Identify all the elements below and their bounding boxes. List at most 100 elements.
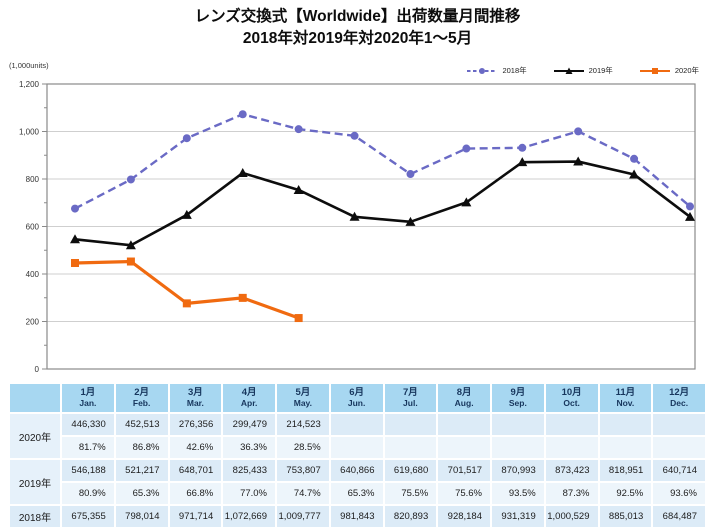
chart-region: (1,000units) 2018年 2019年 2020年 0 200 400 600 8… — [0, 58, 715, 378]
shipment-value-cell: 798,014 — [115, 506, 168, 527]
month-label-jp: 2月 — [134, 386, 150, 398]
shipment-value-cell: 1,072,669 — [223, 506, 275, 527]
month-header: 4月 Apr. — [223, 384, 275, 412]
month-label-jp: 9月 — [510, 386, 526, 398]
y-axis-tick-label: 400 — [26, 270, 40, 279]
legend-line-sample — [639, 67, 670, 74]
yoy-percent-cell — [492, 437, 544, 458]
shipment-value-cell — [438, 414, 490, 435]
shipment-value-cell: 619,680 — [384, 460, 437, 481]
month-label-en: Aug. — [454, 397, 474, 408]
month-header: 10月 Oct. — [545, 384, 598, 412]
shipment-value-cell: 818,951 — [599, 460, 652, 481]
yoy-percent-cell — [545, 437, 598, 458]
shipment-value-cell: 446,330 — [62, 414, 114, 435]
shipment-value-cell: 820,893 — [384, 506, 437, 527]
series-line-2020年 — [74, 259, 300, 320]
month-header: 3月 Mar. — [169, 384, 222, 412]
yoy-percent-cell — [438, 437, 490, 458]
month-label-en: Nov. — [616, 397, 635, 408]
series-marker-2019年 — [181, 209, 192, 219]
month-label-en: Jul. — [403, 397, 418, 408]
y-axis-tick-label: 1,200 — [19, 80, 40, 89]
series-marker-2019年 — [349, 211, 360, 221]
shipment-value-cell: 1,009,777 — [277, 506, 329, 527]
year-row-label: 2020年 — [10, 414, 60, 458]
month-label-en: Dec. — [670, 397, 689, 408]
table-row-percents-2019年: 80.9% 65.3% 66.8% 77.0% 74.7% 65.3% 75.5% 75.6%… — [10, 483, 705, 504]
chart-legend: 2018年 2019年 2020年 — [466, 65, 699, 76]
chart-title: レンズ交換式【Worldwide】出荷数量月間推移 2018年対2019年対20… — [0, 6, 715, 49]
month-header: 9月 Sep. — [492, 384, 544, 412]
shipment-value-cell — [384, 414, 437, 435]
series-marker-2018年 — [350, 131, 359, 140]
shipment-value-cell: 701,517 — [438, 460, 490, 481]
yoy-percent-cell: 36.3% — [223, 437, 275, 458]
shipment-value-cell: 971,714 — [169, 506, 222, 527]
series-marker-2019年 — [685, 211, 695, 221]
shipment-value-cell — [653, 414, 705, 435]
series-marker-2019年 — [573, 156, 584, 166]
yoy-percent-cell: 93.6% — [653, 483, 705, 504]
series-line-2018年 — [74, 113, 691, 210]
month-header: 11月 Nov. — [599, 384, 652, 412]
yoy-percent-cell: 93.5% — [492, 483, 544, 504]
y-axis-tick-label: 0 — [35, 365, 40, 374]
shipment-value-cell: 640,866 — [330, 460, 383, 481]
shipment-value-cell: 675,355 — [62, 506, 114, 527]
series-marker-2018年 — [686, 202, 694, 211]
table-row-values-2020年: 2020年 446,330 452,513 276,356 299,479 214,523 — [10, 414, 705, 458]
yoy-percent-cell: 65.3% — [115, 483, 168, 504]
yoy-percent-cell — [384, 437, 437, 458]
yoy-percent-cell: 66.8% — [169, 483, 222, 504]
shipment-value-cell: 873,423 — [545, 460, 598, 481]
shipment-value-cell: 521,217 — [115, 460, 168, 481]
month-label-jp: 1月 — [80, 386, 96, 398]
shipment-value-cell: 276,356 — [169, 414, 222, 435]
chart-title-line2: 2018年対2019年対2020年1～5月 — [242, 29, 473, 47]
yoy-percent-cell: 81.7% — [62, 437, 114, 458]
shipment-value-cell: 825,433 — [223, 460, 275, 481]
month-header: 7月 Jul. — [384, 384, 437, 412]
shipment-value-cell: 981,843 — [330, 506, 383, 527]
yoy-percent-cell: 65.3% — [330, 483, 383, 504]
legend-line-sample — [467, 67, 498, 74]
month-label-jp: 11月 — [615, 386, 636, 398]
month-label-jp: 7月 — [402, 386, 418, 398]
shipment-value-cell: 684,487 — [653, 506, 705, 527]
series-marker-2019年 — [517, 157, 528, 167]
shipment-value-cell: 870,993 — [492, 460, 544, 481]
series-marker-2018年 — [182, 134, 191, 143]
yoy-percent-cell: 86.8% — [115, 437, 168, 458]
series-marker-2018年 — [574, 127, 583, 136]
shipment-value-cell: 928,184 — [438, 506, 490, 527]
yoy-percent-cell — [330, 437, 383, 458]
legend-line-sample — [553, 67, 584, 74]
month-header: 8月 Aug. — [438, 384, 490, 412]
series-marker-2020年 — [182, 299, 191, 308]
yoy-percent-cell: 42.6% — [169, 437, 222, 458]
shipment-value-cell: 885,013 — [599, 506, 652, 527]
series-marker-2020年 — [294, 314, 303, 323]
legend-label: 2020年 — [674, 66, 699, 75]
legend-item-2018年: 2018年 — [466, 65, 527, 76]
month-header: 12月 Dec. — [653, 384, 705, 412]
month-label-jp: 3月 — [187, 386, 203, 398]
month-label-en: Mar. — [186, 397, 204, 408]
series-marker-2019年 — [461, 197, 472, 207]
month-label-en: May. — [293, 397, 313, 408]
y-axis-tick-label: 600 — [26, 223, 40, 232]
table-body: 2020年 446,330 452,513 276,356 299,479 214,523… — [10, 414, 705, 527]
yoy-percent-cell: 92.5% — [599, 483, 652, 504]
series-marker-2019年 — [125, 240, 136, 250]
shipment-value-cell: 640,714 — [653, 460, 705, 481]
y-axis-unit-label: (1,000units) — [9, 61, 49, 70]
series-marker-2020年 — [71, 258, 79, 267]
month-label-jp: 6月 — [349, 386, 365, 398]
y-axis-tick-label: 800 — [26, 175, 40, 184]
table-row-values-2019年: 2019年 546,188 521,217 648,701 825,433 753,807… — [10, 460, 705, 504]
yoy-percent-cell — [653, 437, 705, 458]
yoy-percent-cell: 75.6% — [438, 483, 490, 504]
series-marker-2018年 — [406, 170, 415, 179]
month-label-jp: 5月 — [295, 386, 311, 398]
